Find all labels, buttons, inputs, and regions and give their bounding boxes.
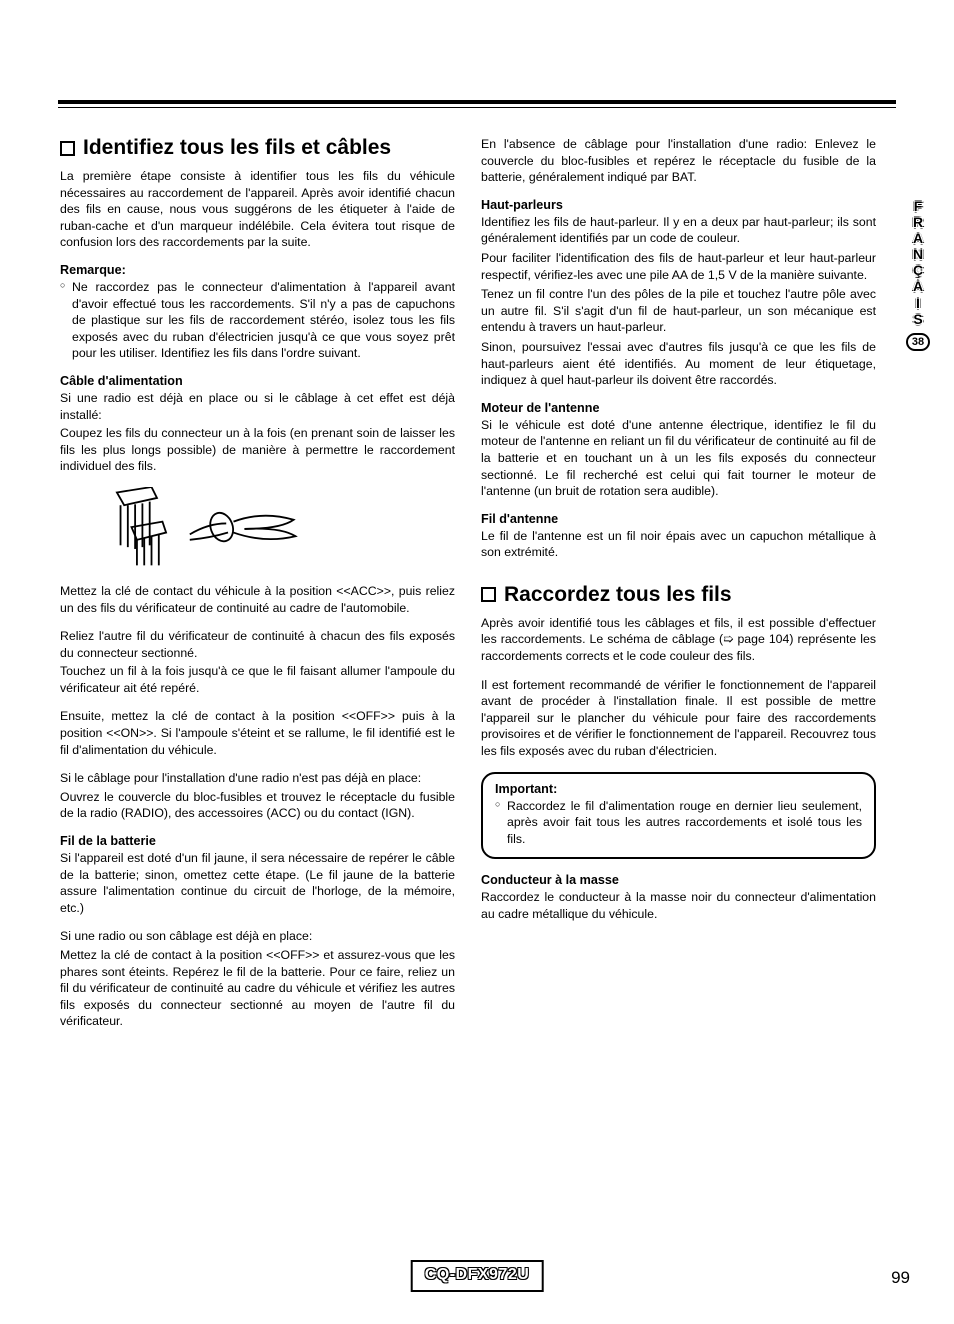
hp-p3: Tenez un fil contre l'un des pôles de la…	[481, 286, 876, 336]
fil-antenne-heading: Fil d'antenne	[481, 512, 876, 526]
section-title-text: Raccordez tous les fils	[504, 583, 732, 607]
important-box: Important: Raccordez le fil d'alimentati…	[481, 772, 876, 860]
section-title-raccordez: Raccordez tous les fils	[481, 583, 876, 607]
two-column-layout: Identifiez tous les fils et câbles La pr…	[58, 136, 896, 1042]
cable-p1: Si une radio est déjà en place ou si le …	[60, 390, 455, 423]
p5: Touchez un fil à la fois jusqu'à ce que …	[60, 663, 455, 696]
batt-p2: Si une radio ou son câblage est déjà en …	[60, 928, 455, 945]
p3: Mettez la clé de contact du véhicule à l…	[60, 583, 455, 616]
model-number: CQ-DFX972U	[425, 1266, 530, 1283]
p7: Si le câblage pour l'installation d'une …	[60, 770, 455, 787]
right-column: En l'absence de câblage pour l'installat…	[481, 136, 896, 1042]
batterie-heading: Fil de la batterie	[60, 834, 455, 848]
page-number: 99	[891, 1268, 910, 1288]
side-letter: F	[904, 198, 932, 214]
remarque-heading: Remarque:	[60, 263, 455, 277]
pliers-icon	[88, 487, 328, 569]
side-badge: 38	[906, 333, 930, 351]
connector-pliers-illustration	[88, 487, 455, 569]
p4: Reliez l'autre fil du vérificateur de co…	[60, 628, 455, 661]
section-title-identify: Identifiez tous les fils et câbles	[60, 136, 455, 160]
important-label: Important:	[495, 782, 862, 796]
hp-p4: Sinon, poursuivez l'essai avec d'autres …	[481, 339, 876, 389]
hp-p1: Identifiez les fils de haut-parleur. Il …	[481, 214, 876, 247]
p6: Ensuite, mettez la clé de contact à la p…	[60, 708, 455, 758]
checkbox-icon	[60, 141, 75, 156]
top-horizontal-rule	[58, 100, 896, 108]
intro-paragraph: La première étape consiste à identifier …	[60, 168, 455, 251]
important-body: Raccordez le fil d'alimentation rouge en…	[495, 798, 862, 848]
hp-p2: Pour faciliter l'identification des fils…	[481, 250, 876, 283]
cable-p2: Coupez les fils du connecteur un à la fo…	[60, 425, 455, 475]
batt-p3: Mettez la clé de contact à la position <…	[60, 947, 455, 1030]
antenne-heading: Moteur de l'antenne	[481, 401, 876, 415]
cond-p1: Raccordez le conducteur à la masse noir …	[481, 889, 876, 922]
s2-p2: Il est fortement recommandé de vérifier …	[481, 677, 876, 760]
side-letter: R	[904, 214, 932, 230]
cable-heading: Câble d'alimentation	[60, 374, 455, 388]
s2-p1: Après avoir identifié tous les câblages …	[481, 615, 876, 665]
right-top-p1: En l'absence de câblage pour l'installat…	[481, 136, 876, 186]
left-column: Identifiez tous les fils et câbles La pr…	[58, 136, 455, 1042]
checkbox-icon	[481, 587, 496, 602]
hp-heading: Haut-parleurs	[481, 198, 876, 212]
side-letter: I	[904, 295, 932, 311]
side-letter: A	[904, 278, 932, 294]
side-letter: N	[904, 246, 932, 262]
language-side-tab: F R A N Ç A I S 38	[904, 198, 932, 351]
side-letter: Ç	[904, 262, 932, 278]
batt-p1: Si l'appareil est doté d'un fil jaune, i…	[60, 850, 455, 916]
ant-p1: Si le véhicule est doté d'une antenne él…	[481, 417, 876, 500]
p8: Ouvrez le couvercle du bloc-fusibles et …	[60, 789, 455, 822]
remarque-body: Ne raccordez pas le connecteur d'aliment…	[60, 279, 455, 362]
side-letter: S	[904, 311, 932, 327]
fil-p1: Le fil de l'antenne est un fil noir épai…	[481, 528, 876, 561]
side-letter: A	[904, 230, 932, 246]
model-number-box: CQ-DFX972U	[411, 1260, 544, 1292]
section-title-text: Identifiez tous les fils et câbles	[83, 136, 391, 160]
conducteur-heading: Conducteur à la masse	[481, 873, 876, 887]
